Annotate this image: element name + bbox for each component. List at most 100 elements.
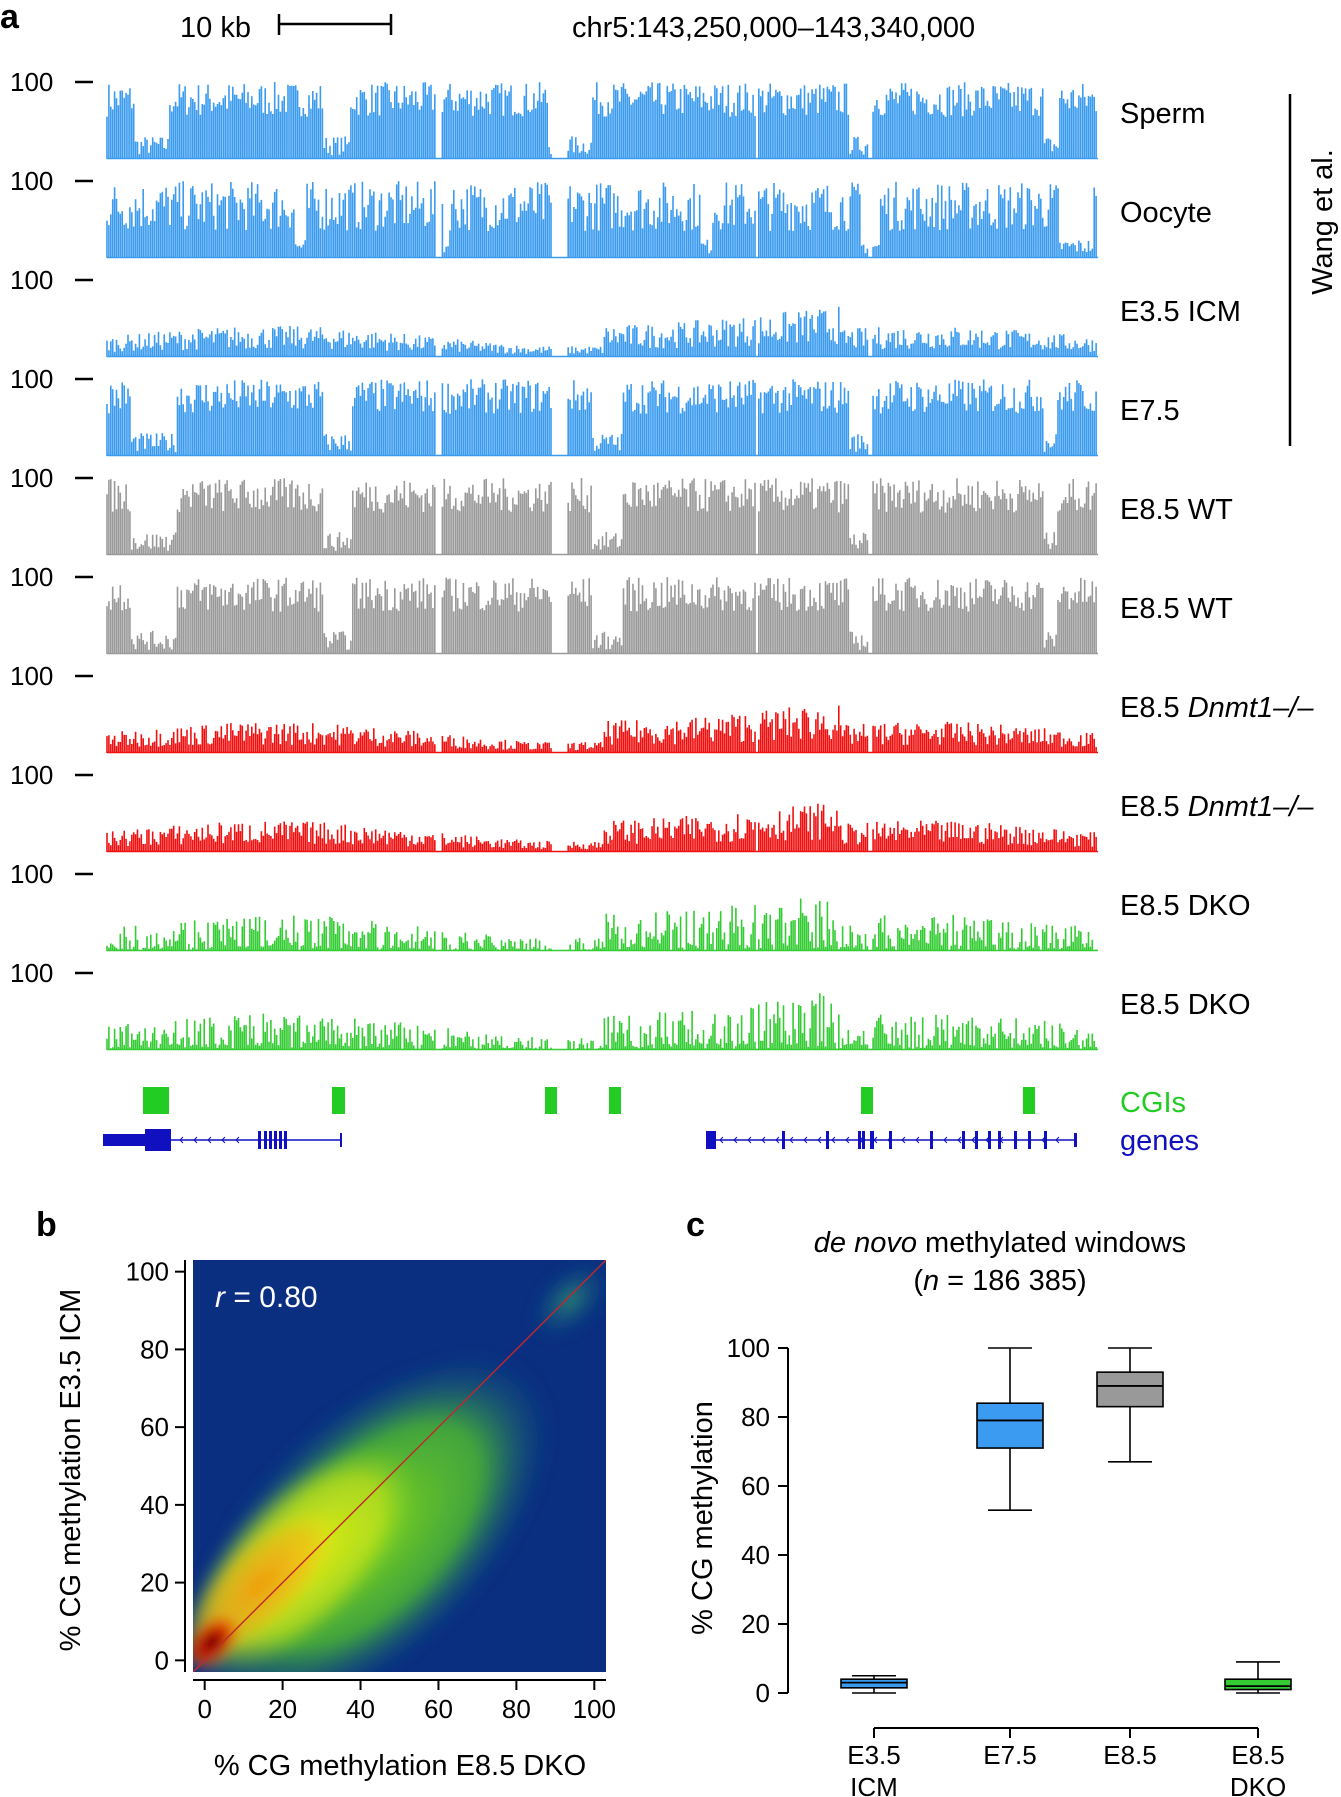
- gene-2-exon: [889, 1131, 892, 1149]
- group-label: Wang et al.: [1307, 149, 1339, 295]
- track-7: 100 E8.5 Dnmt1–/–: [10, 661, 1314, 754]
- track-label: E8.5 WT: [1120, 593, 1233, 625]
- track-label: Sperm: [1120, 98, 1205, 130]
- y-tick-label: 40: [140, 1490, 169, 1520]
- track-bars: [106, 705, 1097, 753]
- density-heatmap: [193, 1260, 606, 1672]
- panel-c-letter: c: [686, 1206, 705, 1244]
- strand-arrow: [957, 1136, 962, 1144]
- y-tick-label: 0: [155, 1645, 169, 1675]
- track-bars: [106, 478, 1097, 555]
- density-core: [193, 1613, 241, 1671]
- track-2: 100 Oocyte: [10, 166, 1212, 259]
- track-bars: [106, 577, 1097, 654]
- track-6: 100 E8.5 WT: [10, 562, 1233, 655]
- scale-bar-label: 10 kb: [180, 12, 251, 44]
- track-y-tick-label: 100: [10, 67, 53, 97]
- track-label: Oocyte: [1120, 197, 1212, 229]
- track-label: E7.5: [1120, 395, 1180, 427]
- box-2: E7.5: [976, 1347, 1044, 1770]
- strand-arrow: [915, 1136, 920, 1144]
- track-5: 100 E8.5 WT: [10, 463, 1233, 556]
- cgi-label: CGIs: [1120, 1087, 1186, 1119]
- strand-arrow: [235, 1136, 240, 1144]
- track-8: 100 E8.5 Dnmt1–/–: [10, 760, 1314, 853]
- gene-1-exon: [284, 1131, 287, 1149]
- strand-arrow: [943, 1136, 948, 1144]
- x-tick-label: 20: [268, 1694, 297, 1724]
- genes-track: [103, 1129, 1077, 1151]
- track-1: 100 Sperm: [10, 67, 1205, 160]
- x-tick-label: 60: [424, 1694, 453, 1724]
- strand-arrow: [831, 1136, 836, 1144]
- track-bars: [106, 82, 1097, 159]
- track-bars: [106, 181, 1097, 258]
- box-label-line1: E3.5: [847, 1740, 901, 1770]
- correlation-annotation: r = 0.80: [215, 1281, 318, 1314]
- gene-1-exon: [145, 1129, 171, 1151]
- strand-arrow: [887, 1136, 892, 1144]
- gene-2-exon: [826, 1131, 829, 1149]
- track-bars: [106, 993, 1097, 1050]
- gene-1-exon: [269, 1131, 272, 1149]
- gene-2-exon: [988, 1131, 991, 1149]
- gene-2-end: [1074, 1133, 1077, 1147]
- heatmap-axes: 0 20 40 60 80 100 0 20 40 60 80 100: [126, 1257, 616, 1724]
- gene-2-exon: [706, 1131, 716, 1149]
- boxplot-y-tick-label: 60: [741, 1471, 770, 1501]
- strand-arrow: [859, 1136, 864, 1144]
- track-y-tick-label: 100: [10, 859, 53, 889]
- boxplot-y-tick-label: 40: [741, 1540, 770, 1570]
- heatmap-x-label: % CG methylation E8.5 DKO: [214, 1750, 586, 1782]
- box-label-line2: DKO: [1230, 1772, 1286, 1797]
- strand-arrow: [845, 1136, 850, 1144]
- boxplot-y-tick-label: 100: [727, 1333, 770, 1363]
- panel-c: c de novo methylated windows (n = 186 38…: [686, 1206, 1292, 1797]
- gene-2-exon: [782, 1131, 785, 1149]
- track-y-tick-label: 100: [10, 760, 53, 790]
- track-4: 100 E7.5: [10, 364, 1180, 457]
- density-high-corner: [528, 1260, 606, 1342]
- strand-arrow: [1013, 1136, 1018, 1144]
- track-bars: [106, 379, 1097, 456]
- strand-arrow: [789, 1136, 794, 1144]
- box-label-line2: ICM: [850, 1772, 898, 1797]
- strand-arrow: [985, 1136, 990, 1144]
- cgi-block: [545, 1087, 557, 1114]
- gene-2-exon: [975, 1131, 978, 1149]
- gene-1-end: [340, 1133, 342, 1147]
- diagonal-line: [193, 1260, 606, 1672]
- strand-arrow: [929, 1136, 934, 1144]
- heatmap-y-label: % CG methylation E3.5 ICM: [55, 1289, 87, 1652]
- gene-2-exon: [930, 1131, 933, 1149]
- box-label-line1: E8.5: [1103, 1740, 1157, 1770]
- track-y-tick-label: 100: [10, 562, 53, 592]
- strand-arrow: [193, 1136, 198, 1144]
- cgi-track: [143, 1087, 1035, 1114]
- boxplot-title: de novo methylated windows: [814, 1227, 1186, 1259]
- strand-arrow: [1055, 1136, 1060, 1144]
- gene-1-exon: [258, 1131, 261, 1149]
- gene-1-exon: [279, 1131, 282, 1149]
- track-bars: [106, 898, 1097, 951]
- y-tick-label: 80: [140, 1334, 169, 1364]
- box-iqr: [976, 1402, 1044, 1449]
- track-y-tick-label: 100: [10, 463, 53, 493]
- track-3: 100 E3.5 ICM: [10, 265, 1241, 358]
- track-y-tick-label: 100: [10, 166, 53, 196]
- track-y-tick-label: 100: [10, 265, 53, 295]
- strand-arrow: [761, 1136, 766, 1144]
- strand-arrow: [221, 1136, 226, 1144]
- scale-bar: [277, 14, 393, 35]
- track-label: E8.5 DKO: [1120, 989, 1251, 1021]
- gene-1-utr: [103, 1134, 145, 1146]
- strand-arrow: [999, 1136, 1004, 1144]
- gene-1-exon: [274, 1131, 277, 1149]
- boxplot-y-label: % CG methylation: [687, 1401, 719, 1635]
- box-iqr: [1096, 1371, 1164, 1408]
- gene-2-exon: [871, 1131, 874, 1149]
- strand-arrow: [901, 1136, 906, 1144]
